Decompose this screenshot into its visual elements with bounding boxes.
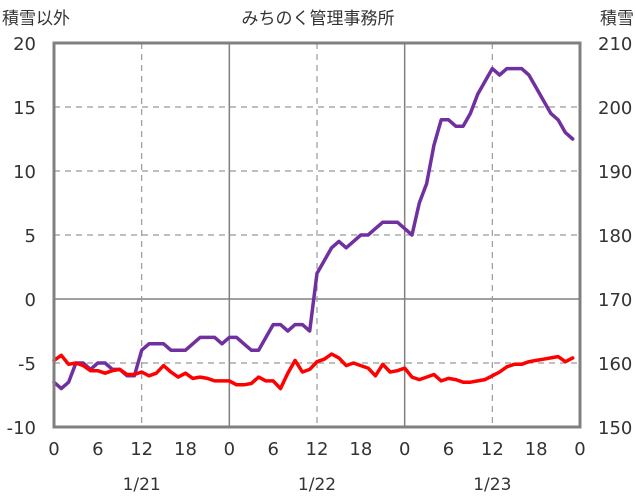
x-axis-date-ticks: 1/21 1/22 1/23 — [123, 475, 512, 495]
left-tick-label: 20 — [13, 34, 36, 55]
right-tick-label: 190 — [598, 162, 632, 183]
right-tick-label: 200 — [598, 98, 632, 119]
left-tick-label: 5 — [25, 226, 36, 247]
right-tick-label: 180 — [598, 226, 632, 247]
hour-tick-label: 12 — [306, 439, 329, 460]
right-axis-ticks: 210 200 190 180 170 160 150 — [598, 34, 632, 439]
plot-frame — [52, 41, 582, 429]
date-tick-label: 1/21 — [123, 475, 161, 495]
right-tick-label: 170 — [598, 290, 632, 311]
hour-tick-label: 6 — [443, 439, 454, 460]
hour-tick-label: 6 — [267, 439, 278, 460]
hour-tick-label: 12 — [130, 439, 153, 460]
hour-tick-label: 0 — [399, 439, 410, 460]
left-tick-label: -5 — [18, 354, 36, 375]
hour-tick-label: 0 — [224, 439, 235, 460]
x-axis-hour-ticks: 0 6 12 18 0 6 12 18 0 6 12 18 0 — [48, 439, 585, 460]
hour-tick-label: 0 — [48, 439, 59, 460]
left-tick-label: 15 — [13, 98, 36, 119]
left-axis-ticks: 20 15 10 5 0 -5 -10 — [7, 34, 36, 439]
right-tick-label: 150 — [598, 418, 632, 439]
left-tick-label: -10 — [7, 418, 36, 439]
right-tick-label: 210 — [598, 34, 632, 55]
hour-tick-label: 0 — [574, 439, 585, 460]
hour-tick-label: 18 — [174, 439, 197, 460]
series-line-snow-depth — [52, 66, 575, 391]
left-tick-label: 0 — [25, 290, 36, 311]
hour-tick-label: 12 — [481, 439, 504, 460]
right-tick-label: 160 — [598, 354, 632, 375]
series-line-other — [52, 352, 575, 391]
hour-tick-label: 18 — [525, 439, 548, 460]
chart-title: みちのく管理事務所 — [242, 9, 395, 29]
hour-tick-label: 18 — [349, 439, 372, 460]
date-tick-label: 1/22 — [298, 475, 336, 495]
date-tick-label: 1/23 — [473, 475, 511, 495]
left-tick-label: 10 — [13, 162, 36, 183]
left-axis-title: 積雪以外 — [2, 9, 70, 29]
hour-tick-label: 6 — [92, 439, 103, 460]
right-axis-title: 積雪 — [600, 9, 634, 29]
plot-lines — [52, 66, 575, 391]
